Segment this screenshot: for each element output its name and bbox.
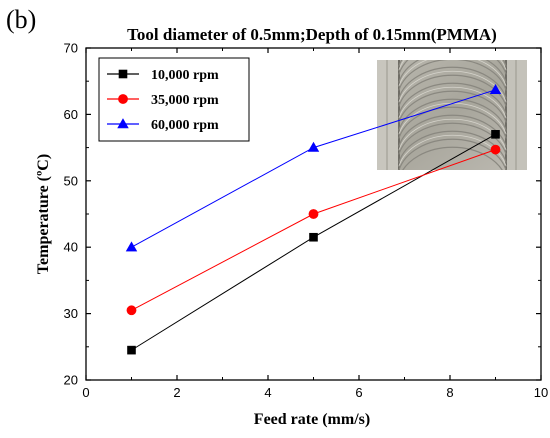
data-point: [309, 232, 318, 242]
inset-micrograph: [377, 60, 527, 170]
chart-title: Tool diameter of 0.5mm;Depth of 0.15mm(P…: [127, 25, 497, 44]
data-point: [127, 345, 136, 355]
data-point: [489, 84, 502, 95]
x-tick-label: 4: [264, 385, 271, 400]
legend-label: 60,000 rpm: [151, 118, 219, 133]
y-tick-label: 70: [64, 41, 78, 56]
x-tick-label: 0: [82, 385, 89, 400]
legend-marker: [117, 118, 129, 129]
legend-marker: [118, 69, 128, 79]
data-point: [125, 241, 138, 252]
series-35-000-rpm: [126, 144, 501, 316]
legend-label: 10,000 rpm: [151, 68, 219, 83]
y-tick-label: 50: [64, 173, 78, 188]
x-tick-label: 8: [446, 385, 453, 400]
y-axis-label: Temperature (ºC): [35, 154, 52, 274]
series-60-000-rpm: [125, 84, 502, 252]
series-line: [131, 149, 496, 311]
x-tick-label: 10: [534, 385, 548, 400]
data-series: [125, 84, 502, 355]
y-tick-label: 20: [64, 373, 78, 388]
x-tick-label: 6: [355, 385, 362, 400]
x-axis-label: Feed rate (mm/s): [254, 411, 370, 428]
panel-label: (b): [6, 5, 36, 34]
legend-label: 35,000 rpm: [151, 93, 219, 108]
legend-marker: [118, 94, 128, 104]
data-point: [308, 209, 319, 219]
plot-axes: 0 2 4 6 8 10 20 30 40 50 60 70: [64, 41, 549, 401]
data-point: [126, 305, 137, 316]
data-point: [490, 144, 501, 155]
y-tick-label: 60: [64, 107, 78, 122]
x-tick-label: 2: [173, 385, 180, 400]
y-tick-label: 30: [64, 306, 78, 321]
data-point: [491, 130, 500, 139]
y-tick-label: 40: [64, 240, 78, 255]
data-point: [307, 141, 320, 152]
legend: 10,000 rpm 35,000 rpm 60,000 rpm: [98, 57, 250, 142]
series-10-000-rpm: [127, 130, 500, 355]
